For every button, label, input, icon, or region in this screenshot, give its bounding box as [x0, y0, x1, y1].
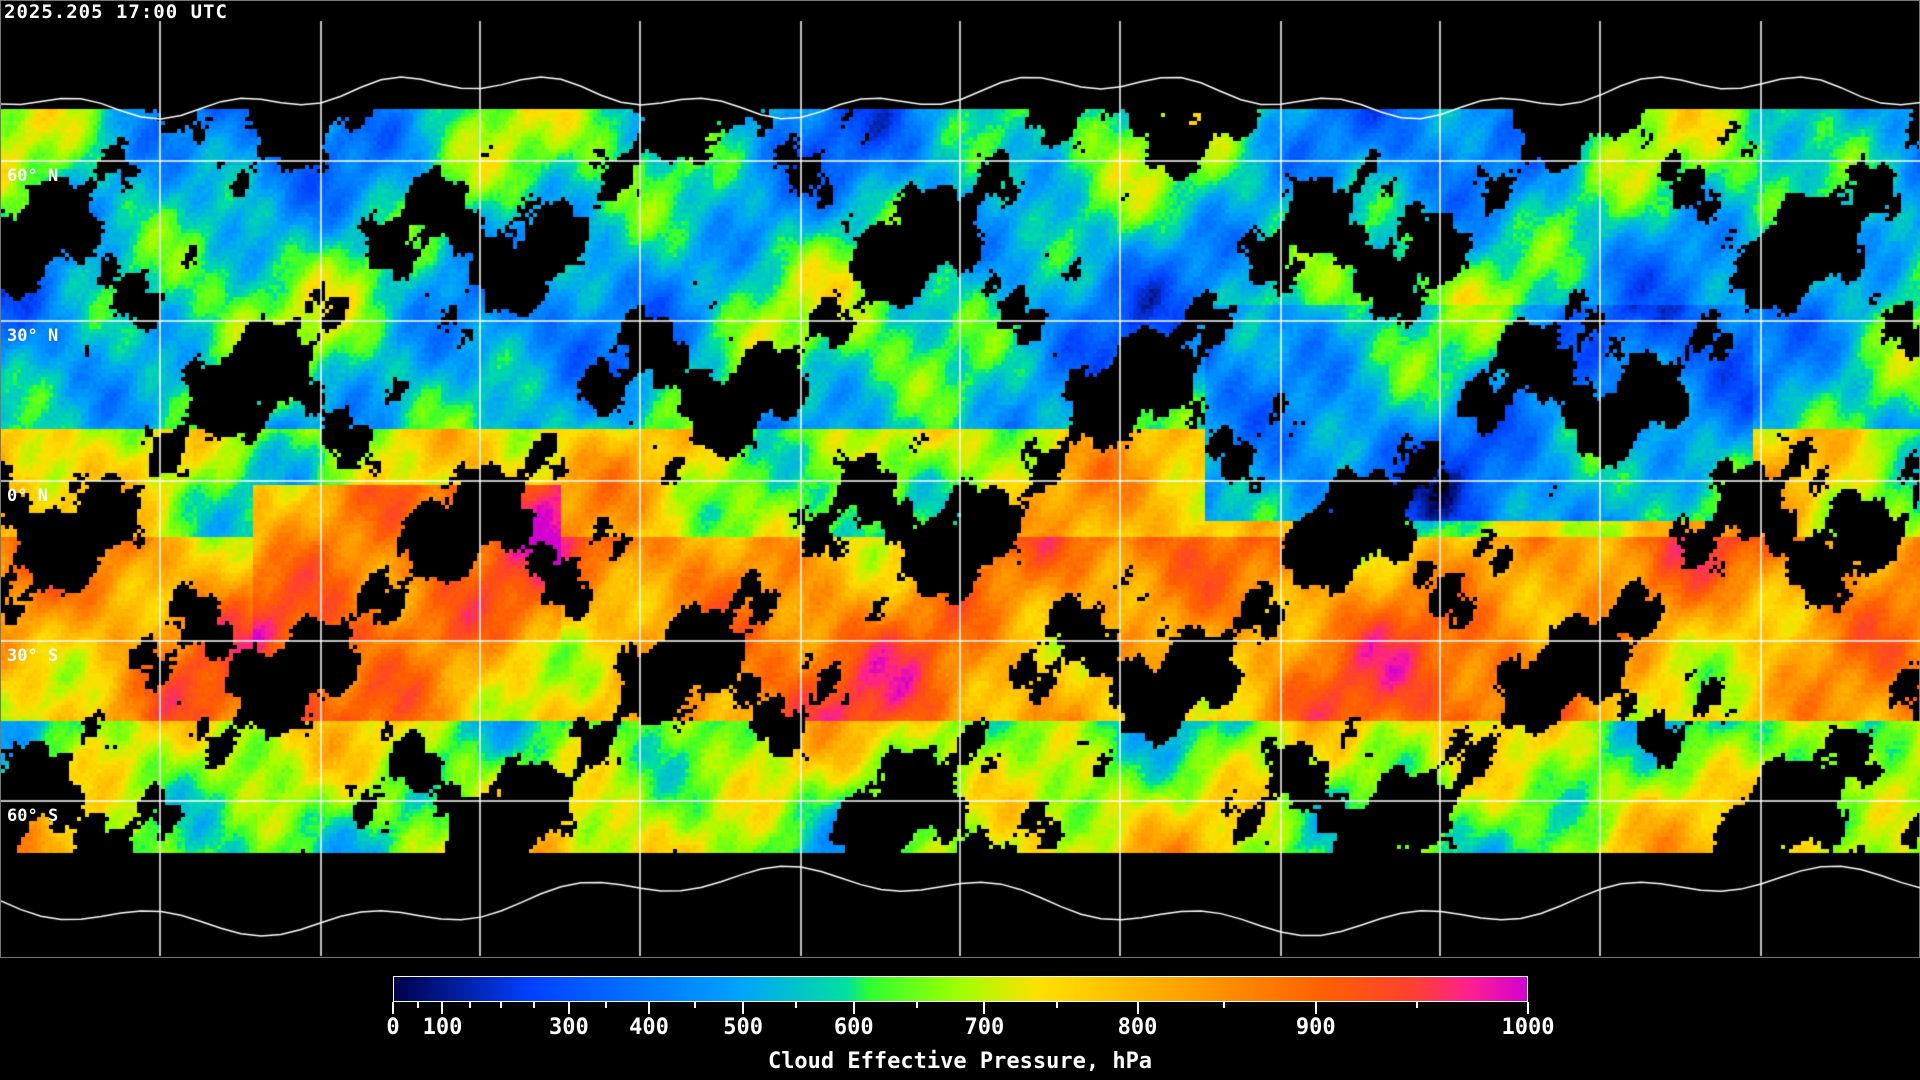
major-tick — [742, 1002, 745, 1014]
major-tick — [441, 1002, 444, 1014]
timestamp: 2025.205 17:00 UTC — [4, 1, 228, 23]
colorbar-title: Cloud Effective Pressure, hPa — [767, 1049, 1153, 1074]
minor-tick — [605, 1002, 608, 1008]
major-tick — [1527, 1002, 1529, 1014]
tick-label: 900 — [1295, 1015, 1336, 1040]
lat-label-0n: 0° N — [7, 486, 48, 506]
minor-tick — [794, 1002, 797, 1008]
lat-label-60s: 60° S — [7, 806, 59, 826]
lat-label-60n: 60° N — [7, 166, 59, 186]
cloud-pressure-image — [1, 1, 1920, 959]
tick-label: 1000 — [1501, 1015, 1555, 1040]
minor-tick — [916, 1002, 919, 1008]
tick-label: 300 — [549, 1015, 589, 1040]
major-tick — [392, 1002, 394, 1014]
tick-label: 100 — [422, 1015, 463, 1040]
minor-tick — [1222, 1002, 1225, 1008]
tick-label: 0 — [386, 1015, 400, 1040]
major-tick — [852, 1002, 855, 1014]
major-tick — [567, 1002, 570, 1014]
major-tick — [983, 1002, 986, 1014]
tick-label: 400 — [629, 1015, 669, 1040]
major-tick — [648, 1002, 651, 1014]
minor-tick — [693, 1002, 696, 1008]
major-tick — [1136, 1002, 1139, 1014]
minor-tick — [1415, 1002, 1418, 1008]
tick-label: 600 — [833, 1015, 874, 1040]
minor-tick — [532, 1002, 535, 1008]
minor-tick — [499, 1002, 502, 1008]
lat-label-30n: 30° N — [7, 326, 59, 346]
major-tick — [1314, 1002, 1317, 1014]
colorbar — [393, 976, 1528, 1002]
tick-label: 800 — [1117, 1015, 1158, 1040]
minor-tick — [469, 1002, 472, 1008]
tick-label: 500 — [723, 1015, 764, 1040]
tick-label: 700 — [964, 1015, 1005, 1040]
minor-tick — [416, 1002, 419, 1008]
lat-label-30s: 30° S — [7, 646, 59, 666]
satellite-map: 2025.205 17:00 UTC 60° N 30° N 0° N 30° … — [0, 0, 1920, 959]
minor-tick — [1055, 1002, 1058, 1008]
